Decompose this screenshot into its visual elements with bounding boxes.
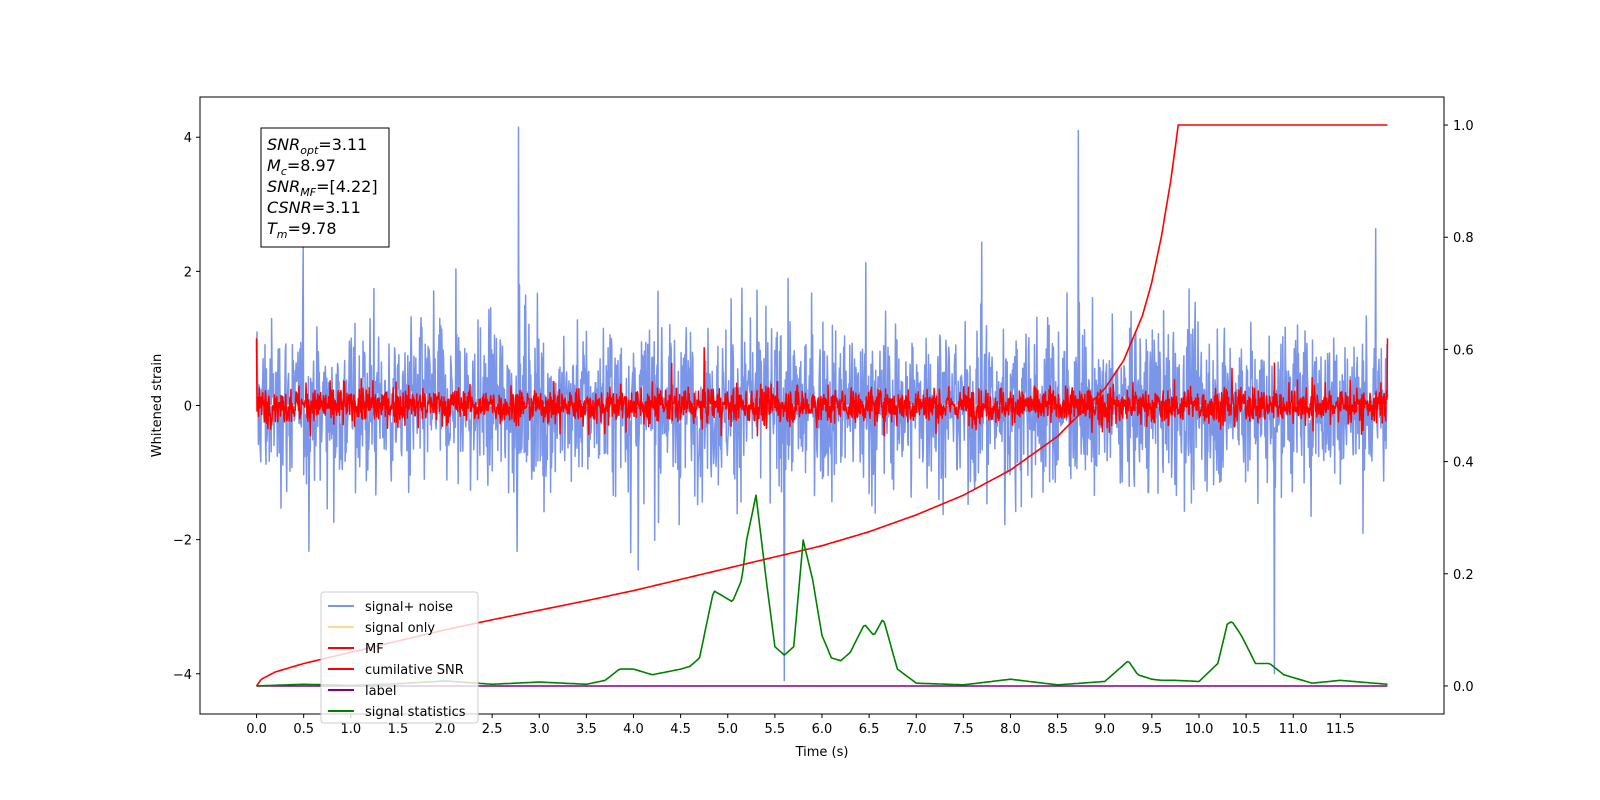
legend-entry: signal+ noise [365, 600, 453, 615]
legend-entry: signal only [365, 621, 435, 636]
x-tick-label: 9.5 [1142, 722, 1163, 737]
x-tick-label: 7.5 [953, 722, 974, 737]
x-tick-label: 11.0 [1279, 722, 1308, 737]
legend-entry: MF [365, 642, 384, 657]
y2-tick-label: 0.2 [1453, 568, 1474, 583]
legend-entry: signal statistics [365, 705, 466, 720]
x-tick-label: 5.5 [765, 722, 786, 737]
x-tick-label: 0.5 [293, 722, 314, 737]
legend-entry: cumilative SNR [365, 663, 464, 678]
y2-tick-label: 1.0 [1453, 119, 1474, 134]
y-axis-label: Whitened strain [150, 354, 165, 457]
x-tick-label: 10.5 [1232, 722, 1261, 737]
y-tick-label: 4 [184, 131, 192, 146]
legend-frame [320, 591, 479, 724]
x-tick-label: 2.5 [482, 722, 503, 737]
x-tick-label: 10.0 [1184, 722, 1213, 737]
y-axis-ticks: −4 −2 0 2 4 [173, 131, 200, 683]
legend: signal+ noise signal only MF cumilative SNR… [320, 591, 479, 724]
x-tick-label: 9.0 [1094, 722, 1115, 737]
x-tick-label: 7.0 [906, 722, 927, 737]
x-tick-label: 4.5 [670, 722, 691, 737]
x-tick-label: 4.0 [623, 722, 644, 737]
y2-tick-label: 0.0 [1453, 680, 1474, 695]
y-tick-label: −2 [173, 534, 192, 549]
x-tick-label: 6.0 [812, 722, 833, 737]
y2-tick-label: 0.4 [1453, 456, 1474, 471]
x-axis-label: Time (s) [795, 745, 849, 760]
y-tick-label: −4 [173, 668, 192, 683]
x-tick-label: 2.0 [435, 722, 456, 737]
x-tick-label: 11.5 [1326, 722, 1355, 737]
series-mf [255, 338, 1389, 437]
annotation-frame [260, 127, 390, 248]
x-tick-label: 6.5 [859, 722, 880, 737]
annotation-line: CSNR=3.11 [267, 198, 361, 217]
x-tick-label: 3.0 [529, 722, 550, 737]
y-tick-label: 0 [184, 400, 192, 415]
annotation-line: SNRMF=[4.22] [267, 177, 378, 199]
x-tick-label: 1.5 [388, 722, 409, 737]
x-axis-ticks: 0.0 0.5 1.0 1.5 2.0 2.5 3.0 3.5 4.0 4.5 5.0 5.5 6.0 6… [246, 714, 1355, 737]
x-tick-label: 8.0 [1000, 722, 1021, 737]
annotation-line: SNRopt=3.11 [267, 135, 367, 157]
x-tick-label: 5.0 [717, 722, 738, 737]
series-signal-noise [255, 126, 1389, 682]
y2-tick-label: 0.6 [1453, 343, 1474, 358]
annotation-line: Mc=8.97 [267, 156, 336, 178]
legend-entry: label [365, 684, 396, 699]
x-tick-label: 1.0 [340, 722, 361, 737]
y2-tick-label: 0.8 [1453, 231, 1474, 246]
y2-axis-ticks: 0.0 0.2 0.4 0.6 0.8 1.0 [1444, 119, 1474, 695]
y-tick-label: 2 [184, 265, 192, 280]
x-tick-label: 0.0 [246, 722, 267, 737]
x-tick-label: 8.5 [1047, 722, 1068, 737]
x-tick-label: 3.5 [576, 722, 597, 737]
annotation-line: Tm=9.78 [267, 219, 337, 241]
